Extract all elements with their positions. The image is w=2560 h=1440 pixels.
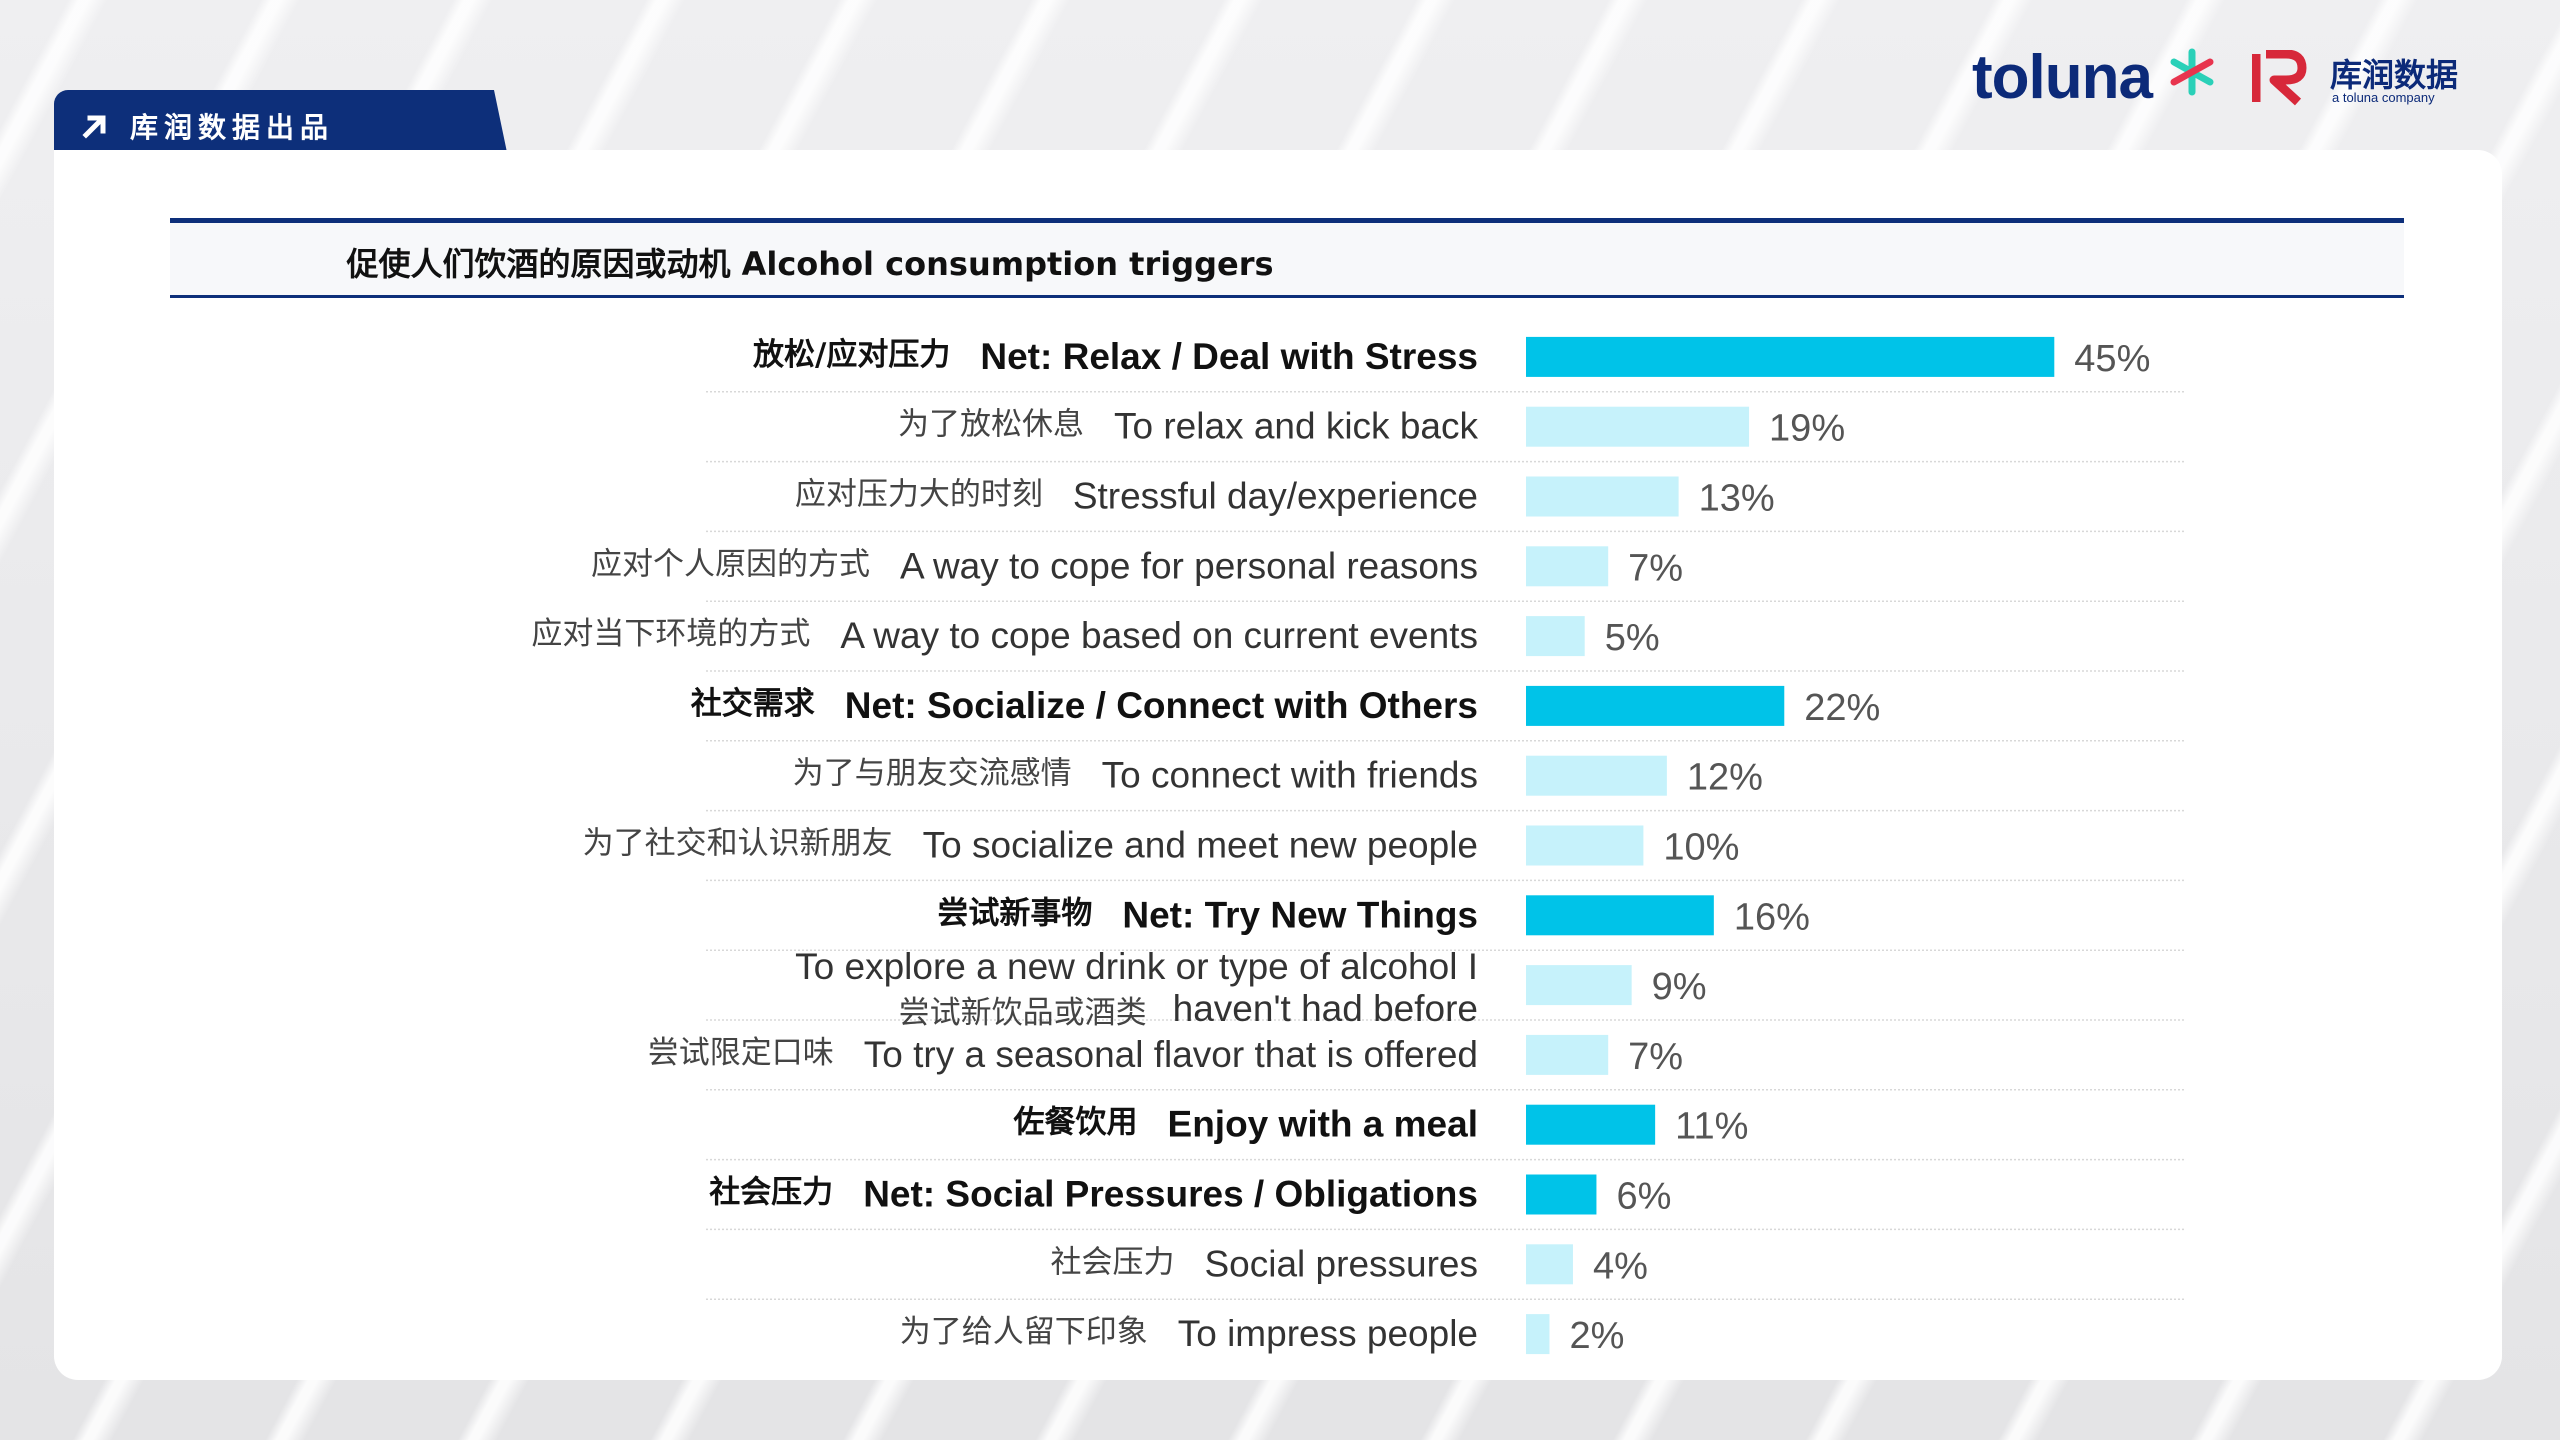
content-panel [54,150,2502,1380]
value-label: 2% [1569,1315,1624,1357]
sub-bar [1526,1034,1609,1075]
chart-title: 促使人们饮酒的原因或动机 Alcohol consumption trigger… [346,245,1274,283]
source-tab-label: 库润数据出品 [130,111,335,144]
value-label: 5% [1605,617,1660,659]
category-label-en: A way to cope for personal reasons [900,545,1478,586]
kr-logo-tagline: a toluna company [2332,90,2435,105]
category-label-en: To socialize and meet new people [923,825,1478,866]
value-label: 9% [1652,966,1707,1008]
toluna-logo: toluna [1972,43,2153,112]
value-label: 7% [1628,1036,1683,1078]
net-bar [1526,685,1785,726]
category-label-en: Net: Try New Things [1122,894,1478,935]
category-label-cn: 尝试新事物 [937,895,1092,931]
category-label-cn: 应对当下环境的方式 [531,616,810,652]
sub-bar [1526,825,1644,866]
category-label-en: Net: Social Pressures / Obligations [863,1174,1478,1215]
sub-bar [1526,1244,1573,1285]
category-label-en: haven't had before [1173,988,1478,1029]
value-label: 4% [1593,1245,1648,1287]
category-label-cn: 为了与朋友交流感情 [793,756,1072,792]
category-label-en: Net: Socialize / Connect with Others [845,685,1478,726]
category-label-cn: 社交需求 [691,686,815,722]
sub-bar [1526,1314,1550,1355]
category-label-en: To explore a new drink or type of alcoho… [795,946,1478,987]
category-label-en: Net: Relax / Deal with Stress [980,336,1478,377]
toluna-star-icon [2170,48,2214,96]
value-label: 7% [1628,547,1683,589]
category-label-cn: 放松/应对压力 [752,337,950,373]
net-bar [1526,336,2055,377]
category-label-cn: 尝试限定口味 [648,1035,834,1071]
category-label-cn: 社会压力 [709,1175,833,1211]
category-label-cn: 佐餐饮用 [1013,1105,1138,1141]
category-label-en: To try a seasonal flavor that is offered [864,1034,1478,1075]
category-label-en: Social pressures [1204,1243,1478,1284]
category-label-cn: 为了给人留下印象 [900,1314,1148,1350]
category-label-en: To connect with friends [1102,755,1478,796]
category-label-cn: 应对个人原因的方式 [591,546,870,582]
value-label: 10% [1663,827,1739,869]
category-label-en: To relax and kick back [1114,406,1479,447]
net-bar [1526,1174,1597,1215]
value-label: 13% [1699,478,1775,520]
category-label-cn: 应对压力大的时刻 [795,477,1043,513]
sub-bar [1526,965,1632,1006]
category-label-en: Enjoy with a meal [1168,1104,1478,1145]
sub-bar [1526,546,1609,587]
value-label: 12% [1687,757,1763,799]
net-bar [1526,895,1714,936]
category-label-cn: 尝试新饮品或酒类 [899,995,1147,1031]
value-label: 16% [1734,896,1810,938]
category-label-en: Stressful day/experience [1073,476,1478,517]
category-label-cn: 社会压力 [1050,1244,1174,1280]
chart-header-band: 促使人们饮酒的原因或动机 Alcohol consumption trigger… [170,218,2404,298]
net-bar [1526,1104,1656,1145]
category-label-cn: 为了放松休息 [898,407,1084,443]
kr-logo-text: 库润数据 [2330,56,2459,94]
value-label: 22% [1804,687,1880,729]
sub-bar [1526,755,1667,796]
sub-bar [1526,616,1585,657]
arrow-up-right-icon [82,115,106,139]
category-label-en: A way to cope based on current events [840,615,1478,656]
value-label: 11% [1675,1106,1748,1148]
category-label-cn: 为了社交和认识新朋友 [583,826,893,862]
value-label: 19% [1769,408,1845,450]
kr-logo-icon [2252,50,2307,106]
value-label: 6% [1616,1176,1671,1218]
sub-bar [1526,406,1750,447]
sub-bar [1526,476,1679,517]
value-label: 45% [2074,338,2150,380]
category-label-en: To impress people [1178,1313,1478,1354]
